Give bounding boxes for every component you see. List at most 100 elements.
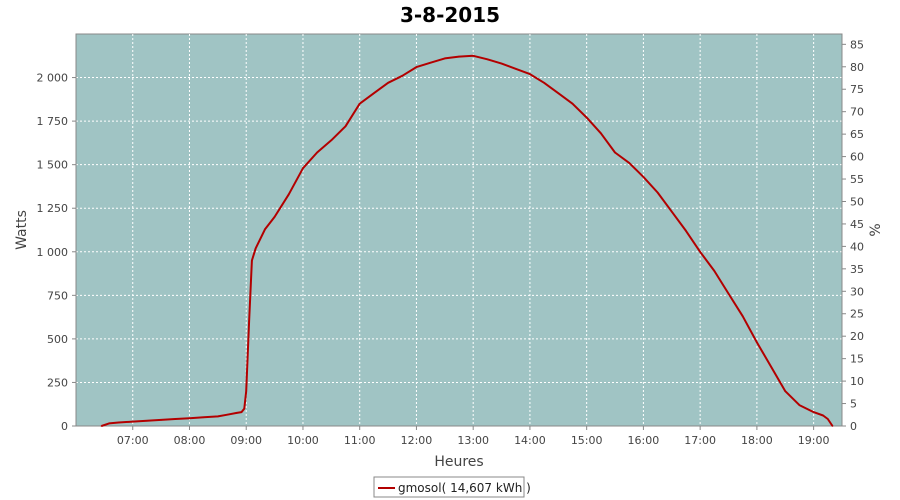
y2-tick-label: 20	[850, 330, 864, 343]
y2-tick-label: 75	[850, 83, 864, 96]
data-point	[642, 176, 645, 178]
data-point	[344, 125, 347, 128]
y-tick-label: 1 750	[37, 115, 69, 128]
data-point	[254, 247, 257, 250]
x-tick-label: 12:00	[401, 434, 433, 447]
data-point	[415, 66, 418, 68]
y2-tick-label: 30	[850, 285, 864, 298]
data-point	[529, 73, 531, 75]
data-point	[444, 57, 446, 60]
data-point	[387, 82, 389, 84]
data-point	[174, 418, 177, 420]
y-tick-label: 1 500	[37, 159, 69, 172]
legend-label: gmosol( 14,607 kWh )	[398, 481, 531, 495]
y2-tick-label: 85	[850, 38, 864, 51]
data-point	[248, 320, 250, 323]
data-point	[713, 270, 716, 272]
x-tick-label: 18:00	[741, 434, 773, 447]
x-tick-label: 10:00	[287, 434, 319, 447]
data-point	[784, 390, 787, 393]
y-tick-label: 1 250	[37, 202, 69, 215]
data-point	[571, 102, 574, 105]
legend: gmosol( 14,607 kWh )	[373, 476, 531, 498]
data-point	[472, 55, 475, 57]
y2-tick-label: 25	[850, 308, 864, 321]
y-tick-label: 250	[47, 376, 68, 389]
x-tick-label: 07:00	[117, 434, 149, 447]
x-tick-label: 11:00	[344, 434, 376, 447]
data-point	[429, 61, 432, 64]
data-point	[160, 419, 162, 421]
data-point	[727, 292, 730, 295]
x-axis-label: Heures	[434, 454, 483, 470]
data-point	[822, 414, 824, 417]
y-tick-label: 500	[47, 333, 68, 346]
data-point	[100, 425, 103, 427]
y2-tick-label: 15	[850, 353, 864, 366]
y2-tick-label: 35	[850, 263, 864, 276]
data-point	[358, 102, 361, 105]
data-point	[685, 230, 687, 232]
y-axis-label: Watts	[14, 210, 30, 250]
data-point	[236, 412, 238, 414]
y-tick-label: 2 000	[37, 72, 69, 85]
data-point	[500, 62, 503, 65]
data-point	[585, 116, 588, 119]
data-point	[188, 417, 191, 420]
data-point	[671, 210, 673, 213]
data-point	[628, 162, 630, 164]
x-tick-label: 19:00	[798, 434, 830, 447]
data-point	[557, 92, 560, 94]
y2-tick-label: 40	[850, 240, 864, 253]
y2-axis-label: %	[868, 223, 884, 236]
x-tick-label: 15:00	[571, 434, 603, 447]
y2-tick-label: 10	[850, 375, 864, 388]
data-point	[288, 193, 290, 196]
y2-tick-label: 45	[850, 218, 864, 231]
data-point	[373, 92, 375, 94]
data-point	[486, 58, 489, 61]
x-tick-label: 09:00	[230, 434, 262, 447]
y2-tick-label: 5	[850, 398, 857, 411]
data-point	[543, 82, 545, 84]
data-point	[245, 390, 247, 393]
chart-title: 3-8-2015	[400, 3, 500, 27]
legend-box	[373, 476, 525, 498]
data-point	[600, 132, 602, 135]
data-point	[699, 251, 701, 253]
y-tick-label: 1 000	[37, 246, 69, 259]
axes: 07:00 08:00 09:00 10:00 11:00 12:00 13:00 14:00…	[37, 34, 864, 447]
data-point	[273, 216, 276, 218]
y2-tick-label: 50	[850, 195, 864, 208]
data-point	[741, 315, 744, 318]
data-point	[146, 420, 148, 422]
y2-tick-label: 0	[850, 420, 857, 433]
data-point	[117, 421, 120, 424]
data-point	[217, 415, 219, 418]
series-layer	[100, 54, 834, 427]
data-point	[240, 411, 243, 413]
x-tick-label: 13:00	[457, 434, 489, 447]
data-point	[514, 68, 517, 70]
data-point	[131, 420, 134, 423]
data-point	[614, 151, 616, 154]
data-point	[770, 366, 772, 368]
y2-tick-label: 55	[850, 173, 864, 186]
data-point	[827, 418, 829, 420]
x-tick-label: 16:00	[628, 434, 660, 447]
x-tick-label: 08:00	[174, 434, 206, 447]
plot-area	[75, 33, 843, 427]
y2-tick-label: 65	[850, 128, 864, 141]
data-point	[226, 413, 229, 416]
data-point	[302, 167, 304, 169]
data-point	[108, 422, 110, 425]
data-point	[831, 425, 834, 427]
data-point	[202, 416, 205, 419]
y2-tick-label: 80	[850, 61, 864, 74]
y-tick-label: 0	[61, 420, 68, 433]
y2-tick-label: 70	[850, 106, 864, 119]
data-point	[330, 139, 333, 142]
data-point	[756, 341, 758, 344]
data-point	[243, 407, 246, 410]
